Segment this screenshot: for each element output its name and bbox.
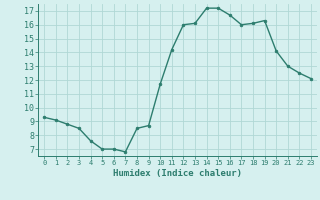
X-axis label: Humidex (Indice chaleur): Humidex (Indice chaleur) xyxy=(113,169,242,178)
